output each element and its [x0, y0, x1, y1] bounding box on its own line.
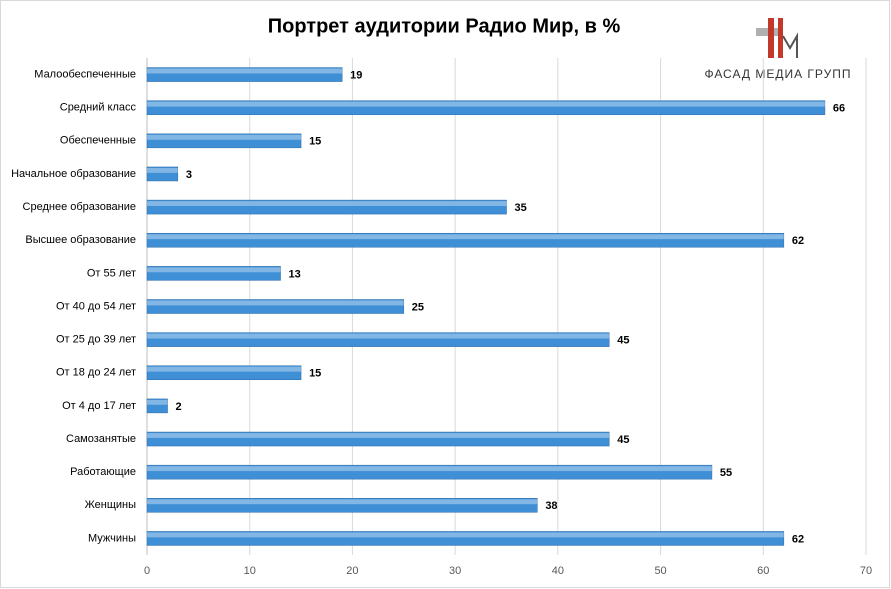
y-tick-label: От 18 до 24 лет — [56, 367, 136, 379]
logo: ФАСАД МЕДИА ГРУПП — [704, 18, 851, 81]
value-label: 19 — [350, 69, 362, 81]
bar-highlight — [147, 499, 538, 505]
bar — [146, 67, 343, 82]
bar-highlight — [147, 234, 784, 240]
y-tick-label: Мужчины — [88, 532, 136, 544]
bar-highlight — [147, 134, 302, 140]
bar — [146, 332, 610, 347]
x-tick-label: 30 — [449, 565, 461, 577]
value-label: 45 — [617, 434, 629, 446]
x-tick-label: 10 — [244, 565, 256, 577]
x-tick-label: 60 — [757, 565, 769, 577]
y-tick-label: Работающие — [70, 466, 136, 478]
value-label: 13 — [289, 268, 301, 280]
bar-highlight — [147, 466, 712, 472]
x-tick-label: 70 — [860, 565, 872, 577]
bar-highlight — [147, 101, 825, 107]
value-label: 25 — [412, 301, 424, 313]
logo-shape — [782, 32, 798, 58]
bar — [146, 166, 179, 182]
y-tick-label: Малообеспеченные — [34, 68, 136, 80]
y-tick-label: Высшее образование — [25, 234, 136, 246]
value-label: 55 — [720, 467, 732, 479]
bar — [146, 498, 538, 513]
y-tick-label: От 40 до 54 лет — [56, 300, 136, 312]
value-label: 38 — [545, 500, 557, 512]
y-tick-label: От 4 до 17 лет — [62, 400, 136, 412]
value-label: 45 — [617, 335, 629, 347]
value-label: 35 — [515, 202, 527, 214]
bar — [146, 100, 826, 115]
bar — [146, 365, 302, 381]
x-tick-label: 50 — [654, 565, 666, 577]
bar-highlight — [147, 267, 281, 273]
bar — [146, 266, 281, 281]
y-tick-label: Средний класс — [60, 102, 137, 114]
bar-highlight — [147, 399, 168, 405]
y-tick-label: Обеспеченные — [60, 135, 136, 147]
logo-shape — [768, 18, 774, 58]
x-tick-label: 20 — [346, 565, 358, 577]
y-tick-label: Самозанятые — [66, 433, 136, 445]
logo-shape — [756, 28, 778, 36]
logo-shape — [778, 18, 783, 58]
value-label: 62 — [792, 235, 804, 247]
bar — [146, 299, 405, 314]
bar-highlight — [147, 433, 610, 438]
bar-highlight — [147, 68, 343, 74]
bar — [146, 531, 785, 546]
bar-highlight — [147, 300, 404, 306]
value-label: 62 — [792, 533, 804, 545]
x-tick-label: 40 — [552, 565, 564, 577]
bar-highlight — [147, 167, 178, 173]
logo-text: ФАСАД МЕДИА ГРУПП — [704, 67, 851, 81]
bar-highlight — [147, 333, 610, 339]
value-label: 3 — [186, 169, 192, 181]
y-tick-label: От 25 до 39 лет — [56, 334, 136, 346]
bar-highlight — [147, 366, 302, 372]
value-label: 15 — [309, 368, 321, 380]
bar — [146, 133, 302, 149]
bar — [146, 431, 610, 447]
y-tick-label: От 55 лет — [87, 267, 136, 279]
y-tick-label: Женщины — [85, 499, 136, 511]
bar — [146, 398, 168, 414]
bar-highlight — [147, 201, 507, 206]
bar — [146, 464, 713, 480]
value-label: 15 — [309, 136, 321, 148]
y-tick-label: Среднее образование — [23, 201, 136, 213]
bar — [146, 232, 785, 248]
value-label: 66 — [833, 103, 845, 115]
chart-title: Портрет аудитории Радио Мир, в % — [268, 15, 621, 37]
bar — [146, 199, 507, 215]
value-label: 2 — [176, 401, 182, 413]
x-tick-label: 0 — [144, 565, 150, 577]
y-tick-label: Начальное образование — [11, 168, 136, 180]
bar-highlight — [147, 532, 784, 538]
